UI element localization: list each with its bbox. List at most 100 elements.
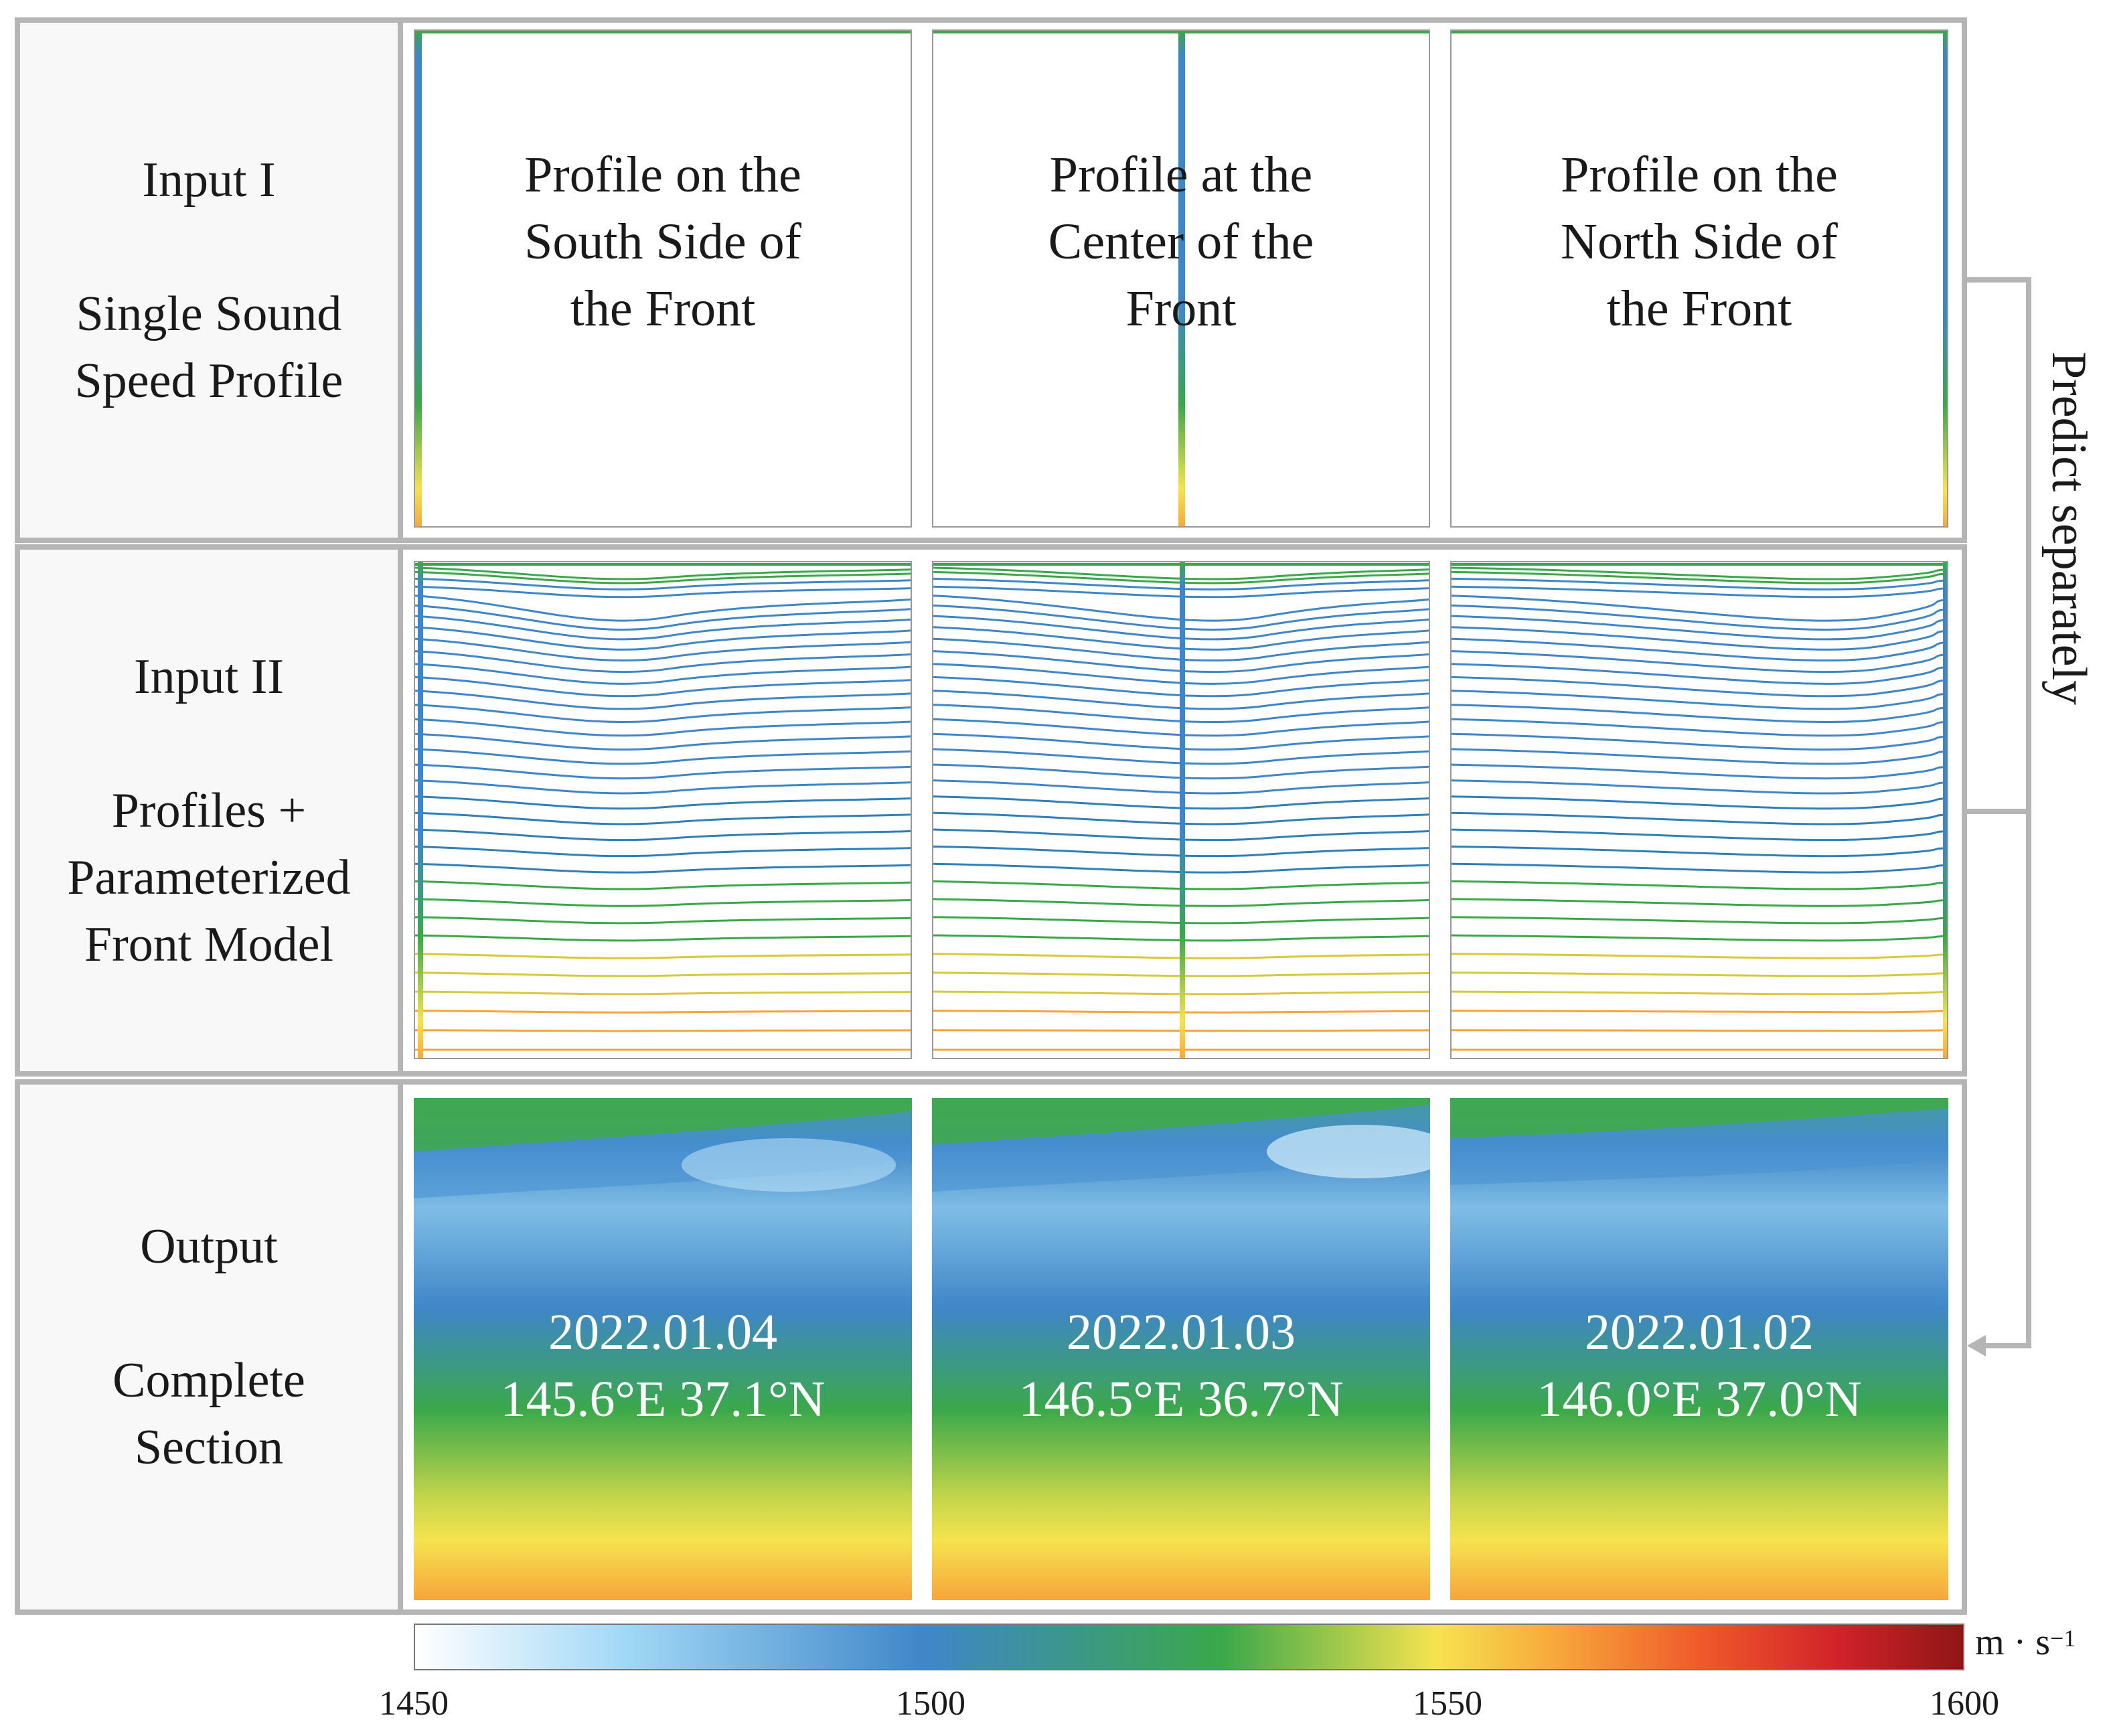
contour-line xyxy=(1452,779,1947,795)
contour-line xyxy=(933,604,1429,631)
contour-line xyxy=(1452,718,1947,737)
contour-line xyxy=(415,577,911,590)
contour-line xyxy=(415,570,911,584)
row-title: Input II xyxy=(134,649,284,704)
contour-line xyxy=(933,732,1429,751)
contour-line xyxy=(933,934,1429,942)
contour-line xyxy=(415,718,911,737)
contour-line xyxy=(415,650,911,674)
contour-line xyxy=(415,1029,911,1032)
contour-line xyxy=(415,604,911,631)
output-caption: 2022.01.02 146.0°E 37.0°N xyxy=(1450,1299,1948,1433)
contour-line xyxy=(1452,795,1947,810)
predict-separately-bracket xyxy=(1967,277,2031,1356)
contour-line xyxy=(415,898,911,907)
contour-line xyxy=(1452,748,1947,765)
row-description: Complete Section xyxy=(112,1353,305,1475)
contour-line xyxy=(1452,880,1947,890)
contour-line xyxy=(1452,811,1947,825)
contour-line xyxy=(415,953,911,959)
profile-position-line xyxy=(418,562,423,1058)
contour-line xyxy=(415,763,911,780)
contour-line xyxy=(1452,828,1947,842)
contour-line xyxy=(415,971,911,977)
contour-line xyxy=(1452,690,1947,710)
contour-line xyxy=(933,615,1429,641)
row-description: Profiles + Parameterized Front Model xyxy=(67,783,351,972)
contour-line xyxy=(933,1010,1429,1014)
unit-base: m · s xyxy=(1975,1622,2050,1663)
profile-panel-center: Profile at the Center of the Front xyxy=(932,29,1430,528)
contour-line xyxy=(1452,862,1947,874)
contour-line xyxy=(933,880,1429,890)
row-label-output: Output Complete Section xyxy=(15,1079,403,1615)
contour-line xyxy=(1452,637,1947,662)
colorbar-unit: m · s−1 xyxy=(1975,1619,2076,1666)
profile-panel-south: Profile on the South Side of the Front xyxy=(414,29,912,528)
contour-line xyxy=(1452,704,1947,724)
sound-speed-contours xyxy=(1452,562,1947,1058)
contour-line xyxy=(415,615,911,641)
contour-line xyxy=(1452,971,1947,977)
contour-line xyxy=(933,811,1429,825)
output-coordinates: 146.5°E 36.7°N xyxy=(1018,1371,1344,1427)
contour-line xyxy=(933,566,1429,580)
row-label-input-2: Input II Profiles + Parameterized Front … xyxy=(15,544,403,1077)
contour-line xyxy=(933,898,1429,907)
contour-line xyxy=(415,1010,911,1014)
contour-panel-south xyxy=(414,561,912,1059)
contour-line xyxy=(1452,763,1947,780)
contour-line xyxy=(415,811,911,825)
colorbar-tick-label: 1450 xyxy=(379,1684,449,1723)
profile-panel-north: Profile on the North Side of the Front xyxy=(1450,29,1948,528)
sound-speed-profile-line xyxy=(415,31,911,526)
output-date: 2022.01.03 xyxy=(1067,1304,1296,1360)
contour-line xyxy=(415,566,911,580)
profile-caption: Profile on the North Side of the Front xyxy=(1561,147,1838,337)
contour-line xyxy=(415,595,911,622)
contour-line xyxy=(1452,846,1947,858)
sound-speed-section-field xyxy=(1450,1098,1948,1600)
contour-line xyxy=(415,990,911,996)
profile-caption: Profile on the South Side of the Front xyxy=(524,147,801,337)
contour-line xyxy=(933,690,1429,710)
contour-line xyxy=(1452,732,1947,751)
output-date: 2022.01.04 xyxy=(548,1304,777,1360)
contour-line xyxy=(933,828,1429,842)
sound-speed-profile-line xyxy=(1452,31,1947,526)
contour-line xyxy=(933,795,1429,810)
contour-line xyxy=(415,779,911,795)
contour-line xyxy=(933,916,1429,925)
contour-line xyxy=(415,862,911,874)
output-date: 2022.01.02 xyxy=(1585,1304,1814,1360)
contour-line xyxy=(1452,615,1947,641)
contour-line xyxy=(1452,1029,1947,1032)
contour-line xyxy=(933,637,1429,662)
contour-line xyxy=(933,663,1429,685)
profile-position-line xyxy=(1180,562,1185,1058)
contour-line xyxy=(415,663,911,685)
arrow-head-icon xyxy=(1967,1335,1986,1356)
output-panel-north: 2022.01.02 146.0°E 37.0°N xyxy=(1450,1098,1948,1600)
contour-line xyxy=(933,577,1429,590)
row-label-input-1: Input I Single Sound Speed Profile xyxy=(15,17,403,543)
contour-line xyxy=(1452,898,1947,907)
contour-line xyxy=(933,718,1429,737)
profile-caption: Profile at the Center of the Front xyxy=(1048,147,1314,337)
contour-line xyxy=(415,704,911,724)
contour-line xyxy=(933,570,1429,584)
contour-line xyxy=(415,637,911,662)
output-caption: 2022.01.04 145.6°E 37.1°N xyxy=(414,1299,912,1433)
contour-line xyxy=(933,1029,1429,1032)
contour-line xyxy=(933,650,1429,674)
contour-line xyxy=(933,763,1429,780)
contour-line xyxy=(1452,676,1947,698)
contour-line xyxy=(933,704,1429,723)
contour-line xyxy=(415,626,911,651)
contour-line xyxy=(1452,595,1947,622)
contour-line xyxy=(415,934,911,942)
contour-line xyxy=(1452,604,1947,631)
contour-line xyxy=(1452,650,1947,674)
colorbar-tick-label: 1500 xyxy=(896,1684,965,1723)
predict-separately-label: Predict separately xyxy=(2035,351,2102,767)
